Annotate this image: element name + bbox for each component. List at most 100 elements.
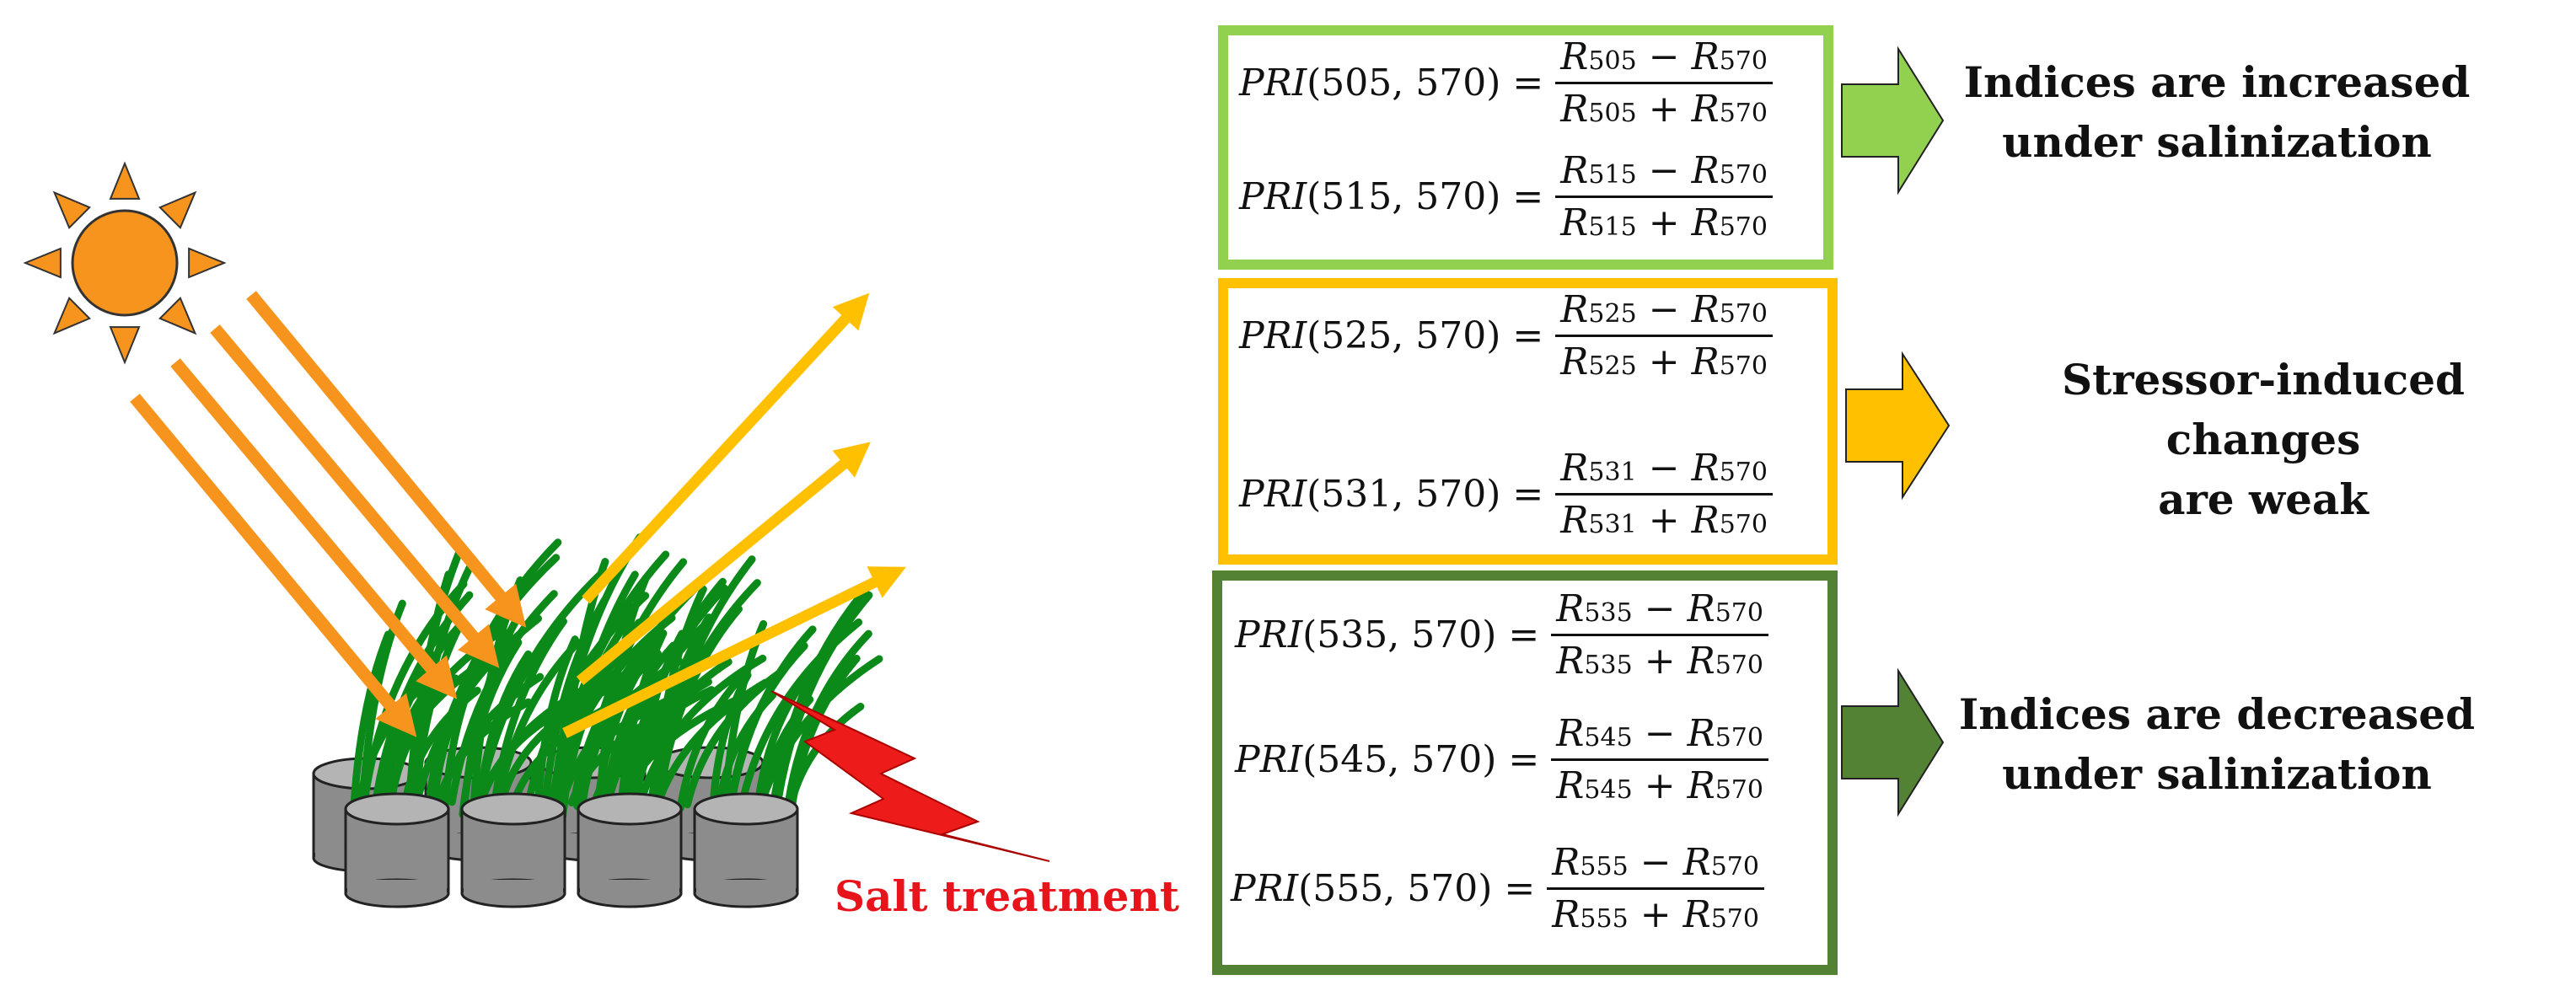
plus-sign: + xyxy=(1648,201,1680,244)
fraction: R 505− R 570 R 505 + R 570 xyxy=(1555,35,1773,131)
denominator: R 531 + R 570 xyxy=(1555,495,1773,542)
pri-equation: PRI (555, 570) = R 555− R 570 R 555 + R 570 xyxy=(1231,841,1764,936)
group-label: Indices are decreased under salinization xyxy=(1956,684,2478,804)
grass-blade xyxy=(676,667,752,812)
variable-subscript: 505 xyxy=(1588,99,1637,128)
variable-subscript: 570 xyxy=(1715,723,1763,753)
variable-subscript: 545 xyxy=(1584,723,1633,753)
variable-subscript: 525 xyxy=(1588,351,1637,381)
index-args: (555, 570) xyxy=(1298,867,1493,910)
numerator: R 555− R 570 xyxy=(1547,841,1764,890)
variable-r: R xyxy=(1691,499,1720,542)
pot-base-fill xyxy=(696,880,796,893)
variable-r: R xyxy=(1691,88,1720,131)
group-label: Indices are increased under salinization xyxy=(1956,52,2478,172)
variable-subscript: 570 xyxy=(1710,904,1759,934)
incident-ray xyxy=(170,358,458,699)
variable-subscript: 525 xyxy=(1588,299,1637,329)
variable-r: R xyxy=(1687,587,1715,630)
variable-r: R xyxy=(1691,288,1720,331)
numerator: R 505− R 570 xyxy=(1555,35,1773,84)
variable-r: R xyxy=(1691,149,1720,192)
variable-subscript: 570 xyxy=(1715,598,1763,628)
grass-blade xyxy=(561,618,631,801)
minus-sign: − xyxy=(1648,288,1680,331)
variable-r: R xyxy=(1556,712,1585,755)
arrow-right-icon xyxy=(1841,46,1951,817)
lightning-bolt-icon xyxy=(770,690,1050,862)
variable-r: R xyxy=(1691,35,1720,78)
variable-subscript: 545 xyxy=(1584,775,1633,805)
pot-base-fill xyxy=(464,880,563,893)
minus-sign: − xyxy=(1644,712,1676,755)
index-name: PRI xyxy=(1231,867,1299,910)
variable-subscript: 531 xyxy=(1588,458,1637,487)
grass-blade xyxy=(350,630,392,809)
variable-subscript: 570 xyxy=(1710,852,1759,881)
reflected-light-rays xyxy=(562,292,906,738)
grass-blade xyxy=(736,619,863,816)
sun-ray xyxy=(109,161,141,200)
index-name: PRI xyxy=(1239,62,1307,104)
index-name: PRI xyxy=(1235,738,1303,781)
sun-ray xyxy=(52,297,91,335)
grass-blade xyxy=(522,592,650,820)
pri-equation: PRI (505, 570) = R 505− R 570 R 505 + R 570 xyxy=(1239,35,1773,131)
equation-lhs: PRI (515, 570) xyxy=(1239,175,1500,218)
grass-blade xyxy=(632,683,702,799)
group-label-line: under salinization xyxy=(2002,749,2432,799)
variable-subscript: 570 xyxy=(1719,99,1768,128)
equals-sign: = xyxy=(1512,473,1544,516)
increased-indices-box xyxy=(1218,25,1833,270)
grass-blade xyxy=(787,655,861,811)
fraction: R 545− R 570 R 545 + R 570 xyxy=(1551,712,1768,807)
sun-icon xyxy=(23,161,227,365)
pot-rim xyxy=(344,792,450,826)
variable-r: R xyxy=(1682,893,1711,936)
index-name: PRI xyxy=(1239,473,1307,516)
index-name: PRI xyxy=(1239,175,1307,218)
grass-blade xyxy=(726,625,817,815)
weak-change-indices-box xyxy=(1218,278,1838,565)
variable-r: R xyxy=(1687,640,1715,683)
denominator: R 505 + R 570 xyxy=(1555,84,1773,131)
variable-r: R xyxy=(1560,201,1589,244)
grass-blade xyxy=(636,654,767,806)
pot-base-fill xyxy=(347,880,447,893)
grass-blade xyxy=(489,617,567,819)
variable-subscript: 515 xyxy=(1588,212,1637,242)
equals-sign: = xyxy=(1504,867,1536,910)
reflected-ray xyxy=(562,566,906,738)
plus-sign: + xyxy=(1644,764,1676,807)
variable-subscript: 570 xyxy=(1719,510,1768,539)
variable-subscript: 570 xyxy=(1719,160,1768,190)
minus-sign: − xyxy=(1644,587,1676,630)
minus-sign: − xyxy=(1648,149,1680,192)
variable-subscript: 570 xyxy=(1719,458,1768,487)
equation-lhs: PRI (545, 570) xyxy=(1235,738,1496,781)
pri-equation: PRI (535, 570) = R 535− R 570 R 535 + R 570 xyxy=(1235,587,1768,683)
grass-blade xyxy=(578,558,688,807)
group-label-line: Stressor-induced changes xyxy=(2062,355,2465,464)
plus-sign: + xyxy=(1644,640,1676,683)
incident-light-rays xyxy=(130,291,527,737)
variable-r: R xyxy=(1691,201,1720,244)
group-label-line: Indices are decreased xyxy=(1958,689,2476,739)
grass-blade xyxy=(401,686,481,805)
salt-treatment-label: Salt treatment xyxy=(835,871,1179,921)
fraction: R 515− R 570 R 515 + R 570 xyxy=(1555,149,1773,244)
arrow-weak xyxy=(1845,351,1951,501)
sun-ray xyxy=(23,247,62,279)
grass-blade xyxy=(594,644,657,803)
group-label-line: are weak xyxy=(2158,474,2369,524)
numerator: R 515− R 570 xyxy=(1555,149,1773,198)
equals-sign: = xyxy=(1512,175,1544,218)
pri-equation: PRI (515, 570) = R 515− R 570 R 515 + R 570 xyxy=(1239,149,1773,244)
variable-subscript: 570 xyxy=(1715,775,1763,805)
equals-sign: = xyxy=(1508,738,1540,781)
variable-r: R xyxy=(1691,447,1720,490)
numerator: R 535− R 570 xyxy=(1551,587,1768,636)
variable-r: R xyxy=(1552,893,1580,936)
variable-subscript: 570 xyxy=(1719,351,1768,381)
